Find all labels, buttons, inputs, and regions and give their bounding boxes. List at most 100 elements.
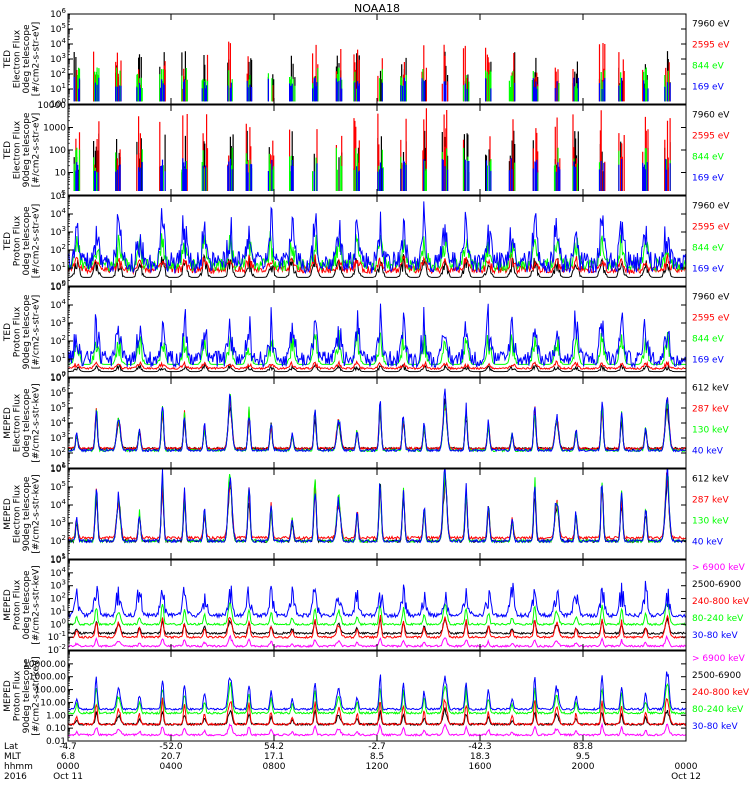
y-axis-label: MEPEDProton Flux0deg telescope[#/cm2-s-s…: [3, 565, 42, 644]
legend-entry: 2500-6900: [692, 671, 741, 681]
x-axis-row-value: -52.0: [159, 742, 183, 752]
y-axis-label-line: Electron Flux: [13, 484, 23, 543]
y-axis-label-line: 90deg telescope: [22, 294, 32, 369]
y-tick-label: 102: [50, 334, 66, 347]
series-30-80-kev: [68, 580, 686, 619]
y-tick-label: 101: [50, 82, 66, 95]
y-tick-label: 10-1: [48, 630, 66, 643]
legend-entry: 30-80 keV: [692, 722, 738, 732]
panel-data: [73, 41, 671, 102]
series-2595-ev: [76, 41, 670, 102]
y-axis-label-line: MEPED: [3, 407, 13, 439]
x-axis-row-label: Lat: [4, 742, 19, 752]
y-tick-label: 10: [55, 169, 67, 179]
x-axis-row-value: 0800: [263, 762, 286, 772]
panel-p6: 101 102 103 104 105 106 MEPEDElectron Flux90de…: [3, 462, 729, 565]
y-tick-label: 104: [50, 207, 66, 220]
y-tick-label: 102: [50, 67, 66, 80]
legend-entry: 7960 eV: [692, 202, 730, 212]
y-tick-label: 103: [50, 225, 66, 238]
y-axis-label-line: [#/cm2-s-str-eV]: [32, 295, 42, 370]
panel-data: [68, 303, 686, 373]
y-axis-label-line: Electron Flux: [13, 393, 23, 452]
y-tick-label: 10000: [37, 101, 66, 111]
y-tick-label: 100: [50, 279, 66, 292]
y-tick-label: 1: [60, 191, 66, 201]
y-tick-label: 100: [50, 617, 66, 630]
y-tick-label: 10.00: [40, 698, 66, 708]
y-tick-label: 102: [50, 592, 66, 605]
y-tick-label: 104: [50, 298, 66, 311]
legend-entry: > 6900 keV: [692, 563, 746, 573]
series-169-ev: [68, 303, 686, 369]
series--6900-kev: [68, 722, 686, 737]
series-240-800-kev: [68, 614, 686, 640]
x-axis-row-value: 1600: [469, 762, 492, 772]
y-axis-label-line: Proton Flux: [13, 215, 23, 266]
series-844-ev: [73, 147, 671, 191]
y-tick-label: 106: [50, 7, 66, 20]
series-line: [68, 469, 686, 544]
series-spikes: [73, 77, 671, 102]
x-axis-row-value: 0000: [57, 762, 80, 772]
y-axis-label: MEPEDElectron Flux90deg telescope[#/cm2-…: [3, 474, 42, 553]
x-axis-row-label: hhmm: [4, 762, 33, 772]
x-axis-row-value: -42.3: [468, 742, 491, 752]
y-axis-label-line: MEPED: [3, 498, 13, 530]
y-axis-label-line: MEPED: [3, 589, 13, 621]
y-axis-label-line: 0deg telescope: [22, 388, 32, 458]
legend-entry: > 6900 keV: [692, 654, 746, 664]
y-tick-label: 104: [50, 566, 66, 579]
y-axis-label-line: TED: [3, 232, 13, 251]
x-axis-row-value: 9.5: [576, 752, 590, 762]
series-240-800-kev: [68, 697, 686, 727]
y-tick-label: 103: [50, 52, 66, 65]
legend-entry: 240-800 keV: [692, 688, 750, 698]
x-axis-row-label: MLT: [4, 752, 22, 762]
panel-p5: 101 102 103 104 105 106 107 MEPEDElectron Flux0…: [3, 371, 729, 474]
y-tick-label: 1.00: [46, 711, 66, 721]
y-tick-label: 1000.00: [29, 673, 66, 683]
x-axis-row-value: 83.8: [573, 742, 593, 752]
series-2500-6900: [68, 616, 686, 636]
series-169-ev: [73, 77, 671, 102]
x-axis-row-value: Oct 11: [53, 772, 83, 782]
panel-data: [68, 388, 686, 453]
series-844-ev: [77, 67, 669, 102]
y-axis-label: TEDElectron Flux90deg telescope[#/cm2-s-…: [3, 112, 42, 187]
legend-entry: 240-800 keV: [692, 597, 750, 607]
series-7960-ev: [68, 253, 686, 278]
y-tick-label: 0.10: [46, 724, 66, 734]
y-axis-label: TEDProton Flux90deg telescope[#/cm2-s-st…: [3, 294, 42, 369]
legend-entry: 287 keV: [692, 404, 729, 414]
y-axis-label-line: Electron Flux: [13, 120, 23, 179]
y-tick-label: 106: [50, 462, 66, 475]
y-axis-label-line: [#/cm2-s-str-eV]: [32, 22, 42, 97]
legend-entry: 612 keV: [692, 384, 729, 394]
x-axis-row-value: 17.1: [264, 752, 284, 762]
y-axis-label-line: MEPED: [3, 680, 13, 712]
y-axis-label: MEPEDProton Flux90deg telescope[#/cm2-s-…: [3, 656, 42, 735]
legend-entry: 844 eV: [692, 61, 725, 71]
y-axis-label-line: 0deg telescope: [22, 206, 32, 276]
x-axis-row-value: 20.7: [161, 752, 181, 762]
y-tick-label: 101: [50, 552, 66, 565]
x-axis-row-value: 8.5: [370, 752, 384, 762]
series-spikes: [76, 41, 670, 102]
y-tick-label: 100.00: [35, 686, 67, 696]
series-line: [68, 253, 686, 278]
x-axis-row-value: 18.3: [470, 752, 490, 762]
y-tick-label: 103: [50, 579, 66, 592]
y-tick-label: 103: [50, 316, 66, 329]
y-tick-label: 102: [50, 243, 66, 256]
series-line: [68, 580, 686, 619]
figure-title: NOAA18: [354, 2, 400, 15]
y-tick-label: 105: [50, 189, 66, 202]
y-axis-label-line: TED: [3, 141, 13, 160]
x-axis-row-value: 54.2: [264, 742, 284, 752]
panel-data: [73, 108, 671, 191]
legend-entry: 2595 eV: [692, 222, 730, 232]
legend-entry: 844 eV: [692, 334, 725, 344]
legend-entry: 80-240 keV: [692, 705, 744, 715]
